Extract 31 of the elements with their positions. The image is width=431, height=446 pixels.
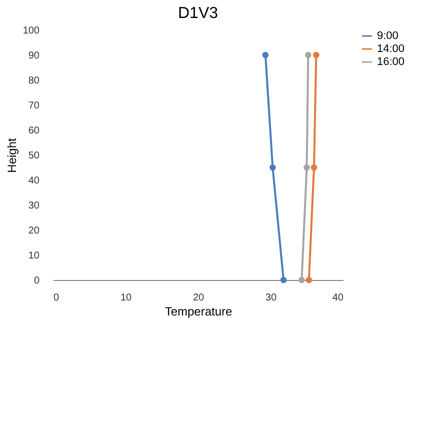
y-tick-label: 0: [34, 276, 40, 286]
y-tick-label: 20: [28, 226, 40, 236]
point: [305, 52, 312, 58]
y-axis-title: Height: [4, 137, 19, 173]
y-tick-label: 60: [28, 126, 40, 136]
x-tick-label: 20: [192, 292, 204, 304]
point: [313, 52, 320, 58]
y-tick-label: 70: [28, 100, 40, 112]
point: [304, 164, 310, 171]
x-tick-label: 40: [332, 292, 344, 304]
y-tick-label: 80: [28, 76, 40, 86]
legend-label: 9:00: [377, 30, 398, 42]
point: [310, 164, 318, 171]
chart-title: D1V3: [178, 5, 218, 22]
x-tick-label: 10: [120, 292, 132, 304]
y-tick-label: 100: [22, 26, 40, 36]
y-tick-label: 90: [28, 50, 40, 62]
y-tick-label: 10: [28, 250, 40, 262]
y-tick-label: 40: [28, 176, 40, 186]
y-tick-label: 30: [28, 200, 40, 212]
x-axis-title: Temperature: [164, 304, 233, 318]
point: [280, 276, 287, 284]
point: [262, 52, 269, 58]
x-tick-label: 0: [54, 292, 60, 304]
point: [306, 276, 312, 284]
y-tick-label: 50: [28, 150, 40, 162]
legend-label: 14:00: [377, 43, 405, 55]
point: [270, 164, 276, 171]
legend-label: 16:00: [377, 56, 405, 68]
point: [298, 276, 305, 284]
x-tick-label: 30: [265, 292, 277, 304]
